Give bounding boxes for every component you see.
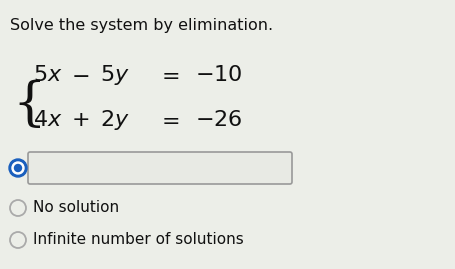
Text: $+$: $+$ [71,110,89,130]
Circle shape [9,159,27,177]
Text: $2y$: $2y$ [100,108,130,132]
Circle shape [15,165,21,172]
FancyBboxPatch shape [28,152,292,184]
Text: $-$: $-$ [71,65,89,85]
Text: No solution: No solution [33,200,119,215]
Text: $4x$: $4x$ [33,110,62,130]
Text: $=$: $=$ [157,65,179,85]
Text: $-10$: $-10$ [195,65,243,85]
Text: Solve the system by elimination.: Solve the system by elimination. [10,18,273,33]
Text: $=$: $=$ [157,110,179,130]
Text: $5y$: $5y$ [100,63,130,87]
Text: Infinite number of solutions: Infinite number of solutions [33,232,244,247]
Circle shape [12,162,24,174]
Text: $5x$: $5x$ [33,65,62,85]
Text: {: { [12,80,46,130]
Text: $-26$: $-26$ [195,110,243,130]
